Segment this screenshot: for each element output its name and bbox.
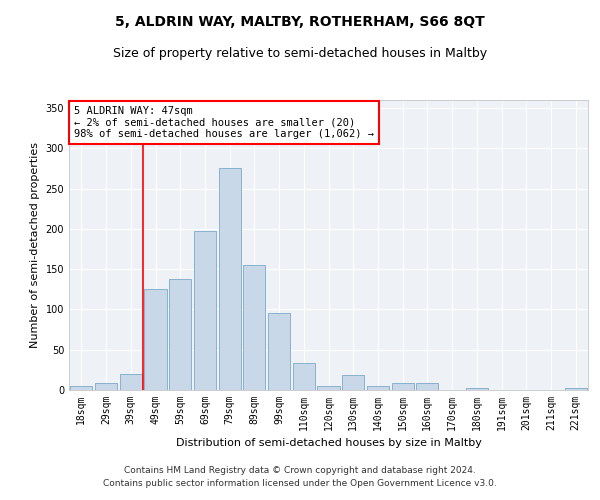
Bar xyxy=(218,168,241,390)
Text: Contains HM Land Registry data © Crown copyright and database right 2024.
Contai: Contains HM Land Registry data © Crown c… xyxy=(103,466,497,487)
Bar xyxy=(565,388,587,390)
Bar xyxy=(243,265,265,390)
Y-axis label: Number of semi-detached properties: Number of semi-detached properties xyxy=(30,142,40,348)
Text: 5 ALDRIN WAY: 47sqm
← 2% of semi-detached houses are smaller (20)
98% of semi-de: 5 ALDRIN WAY: 47sqm ← 2% of semi-detache… xyxy=(74,106,374,139)
Bar xyxy=(317,386,340,390)
Bar xyxy=(268,314,290,390)
Bar xyxy=(145,290,167,390)
Text: 5, ALDRIN WAY, MALTBY, ROTHERHAM, S66 8QT: 5, ALDRIN WAY, MALTBY, ROTHERHAM, S66 8Q… xyxy=(115,15,485,29)
X-axis label: Distribution of semi-detached houses by size in Maltby: Distribution of semi-detached houses by … xyxy=(176,438,481,448)
Bar xyxy=(119,374,142,390)
Bar xyxy=(342,374,364,390)
Bar xyxy=(70,386,92,390)
Bar xyxy=(466,388,488,390)
Text: Size of property relative to semi-detached houses in Maltby: Size of property relative to semi-detach… xyxy=(113,48,487,60)
Bar xyxy=(293,364,315,390)
Bar xyxy=(392,383,414,390)
Bar xyxy=(416,383,439,390)
Bar xyxy=(95,383,117,390)
Bar xyxy=(194,230,216,390)
Bar xyxy=(367,386,389,390)
Bar xyxy=(169,279,191,390)
